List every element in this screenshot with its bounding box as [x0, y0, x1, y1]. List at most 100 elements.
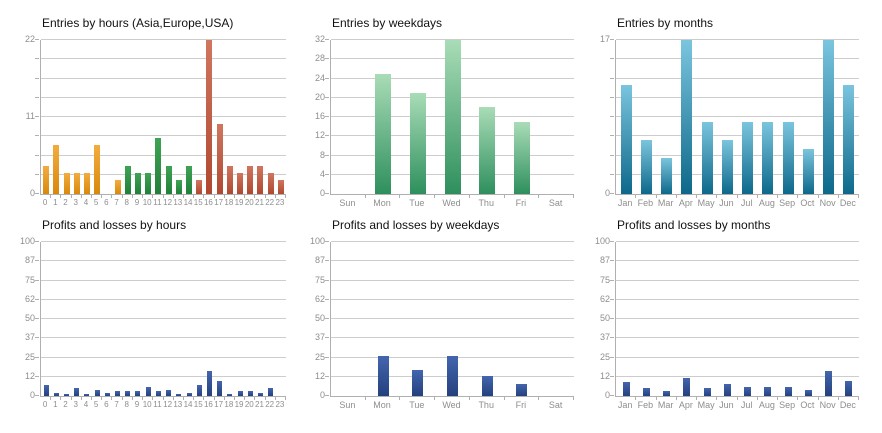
x-axis-tick — [399, 397, 401, 400]
x-tick-label: Feb — [637, 198, 654, 208]
x-axis-tick — [172, 397, 174, 400]
bar — [762, 121, 774, 194]
x-tick-label: 13 — [173, 198, 183, 207]
grid-line — [41, 154, 286, 156]
x-axis-tick — [777, 195, 778, 198]
x-tick-label: Fri — [515, 400, 527, 410]
grid-line — [616, 337, 859, 339]
bar — [825, 371, 833, 396]
x-axis-tick — [538, 195, 540, 198]
x-tick-label: Sep — [779, 198, 796, 208]
y-axis-tick — [610, 135, 614, 137]
y-axis-tick — [35, 173, 39, 175]
x-tick-label: Feb — [637, 400, 654, 410]
x-tick-label: Mar — [657, 400, 674, 410]
bar — [227, 394, 233, 396]
y-tick-label: 50 — [314, 313, 325, 323]
y-tick-label: 17 — [599, 34, 610, 44]
bar — [823, 40, 835, 194]
y-axis-tick — [610, 395, 614, 396]
grid-line — [41, 135, 286, 137]
y-axis-tick — [325, 298, 329, 300]
y-tick-label: 62 — [24, 293, 35, 304]
bar — [175, 180, 182, 194]
y-axis-tick — [610, 39, 614, 40]
bar — [257, 392, 263, 396]
x-axis-tick — [80, 397, 82, 400]
y-axis-tick — [325, 318, 329, 319]
x-tick-label: 15 — [193, 400, 203, 409]
y-tick-label: 25 — [24, 351, 35, 362]
x-axis-tick — [736, 397, 738, 400]
x-axis-tick — [60, 195, 62, 198]
bar — [83, 173, 90, 194]
x-tick-label: 19 — [234, 400, 244, 409]
bar — [681, 40, 693, 194]
y-tick-label: 25 — [599, 351, 610, 362]
y-tick-label: 12 — [599, 370, 610, 381]
bar — [513, 121, 530, 194]
bar — [176, 394, 182, 396]
grid-line — [616, 241, 859, 242]
grid-line — [41, 116, 286, 117]
y-tick-label: 11 — [25, 111, 35, 121]
grid-line — [41, 337, 286, 339]
y-tick-label: 22 — [24, 34, 35, 44]
y-tick-label: 16 — [314, 111, 325, 121]
bar — [226, 166, 233, 194]
x-tick-label: 18 — [224, 400, 234, 409]
x-axis-tick — [203, 397, 205, 400]
x-axis-tick — [111, 195, 113, 198]
y-axis-tick — [610, 318, 614, 319]
y-axis-tick — [35, 58, 39, 60]
x-axis-tick — [91, 195, 93, 198]
bar — [642, 388, 650, 396]
grid-line — [41, 260, 286, 262]
x-axis-tick — [244, 195, 246, 198]
y-tick-label: 0 — [604, 188, 610, 198]
x-axis-tick — [635, 397, 637, 400]
bar — [703, 388, 711, 396]
x-axis-tick — [233, 397, 235, 400]
bar — [217, 380, 223, 396]
bar — [216, 124, 223, 194]
x-axis-tick — [91, 397, 93, 400]
x-axis-tick — [468, 397, 470, 400]
grid-line — [41, 58, 286, 60]
bar — [53, 145, 60, 194]
bar — [412, 369, 424, 396]
y-axis-tick — [35, 154, 39, 156]
bar — [845, 380, 853, 396]
x-axis-tick — [80, 195, 82, 198]
x-tick-label: 1 — [53, 400, 58, 409]
grid-line — [616, 279, 859, 281]
grid-line — [616, 260, 859, 262]
y-tick-label: 20 — [314, 91, 325, 102]
bar — [104, 392, 110, 396]
x-axis-tick — [142, 195, 144, 198]
y-axis-tick — [325, 356, 329, 358]
x-axis-tick — [817, 195, 819, 198]
grid-line — [41, 173, 286, 175]
x-tick-label: 11 — [153, 400, 162, 409]
x-tick-label: 8 — [124, 198, 129, 207]
y-tick-label: 12 — [314, 370, 325, 381]
x-axis-tick — [121, 195, 123, 198]
bar — [84, 394, 90, 396]
x-axis-tick — [858, 195, 859, 198]
x-axis-tick — [468, 195, 470, 198]
x-axis-tick — [213, 397, 215, 400]
bar — [267, 173, 274, 194]
y-axis-tick — [35, 356, 39, 358]
bar — [165, 166, 172, 194]
chart-title: Entries by hours (Asia,Europe,USA) — [42, 16, 234, 30]
y-axis-tick — [325, 193, 329, 194]
x-tick-label: Mon — [373, 198, 391, 208]
chart-title: Entries by weekdays — [332, 16, 443, 30]
x-tick-label: 9 — [134, 400, 140, 409]
y-tick-label: 50 — [24, 313, 35, 323]
bar — [479, 107, 496, 194]
grid-line — [616, 116, 859, 117]
bar — [764, 386, 772, 396]
grid-line — [331, 318, 574, 319]
